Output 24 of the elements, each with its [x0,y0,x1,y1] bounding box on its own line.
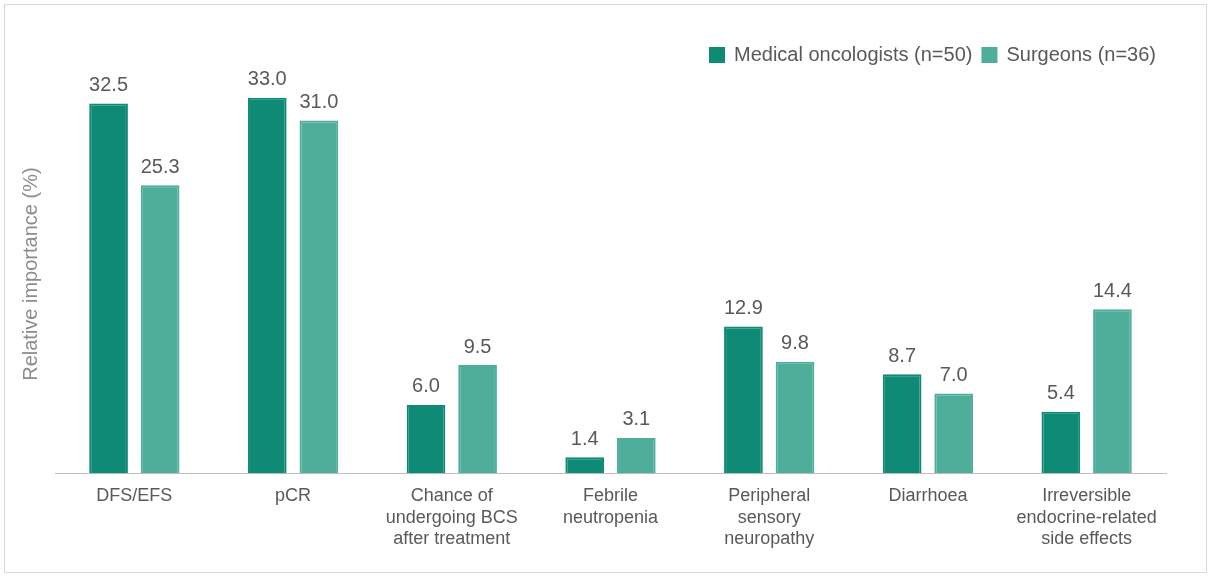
data-label: 7.0 [939,363,968,386]
data-label: 33.0 [247,67,287,90]
data-label: 32.5 [89,72,129,95]
data-label: 31.0 [299,90,339,113]
x-tick-label: Diarrhoea [888,484,969,505]
data-label: 9.8 [781,331,809,354]
data-label: 5.4 [1046,381,1075,404]
legend-label: Surgeons (n=36) [1006,42,1157,65]
data-label: 3.1 [622,407,651,430]
x-tick-label: Peripheral sensory neuropathy [724,484,815,549]
x-tick-label: Febrile neutropenia [562,484,660,527]
data-label: 12.9 [723,295,763,318]
x-tick-label: Chance of undergoing BCS after treatment [385,484,518,549]
x-tick-label: pCR [275,484,312,505]
x-tick-label: DFS/EFS [96,484,173,505]
data-label: 14.4 [1092,278,1132,301]
x-tick-label: Irreversible endocrine-related side effects [1016,484,1157,549]
data-label: 6.0 [412,374,440,397]
legend-label: Medical oncologists (n=50) [734,42,973,65]
data-label: 9.5 [463,334,492,357]
data-label: 8.7 [888,343,917,366]
y-axis-title: Relative importance (%) [18,167,41,381]
data-label: 25.3 [140,154,180,177]
data-label: 1.4 [570,426,599,449]
